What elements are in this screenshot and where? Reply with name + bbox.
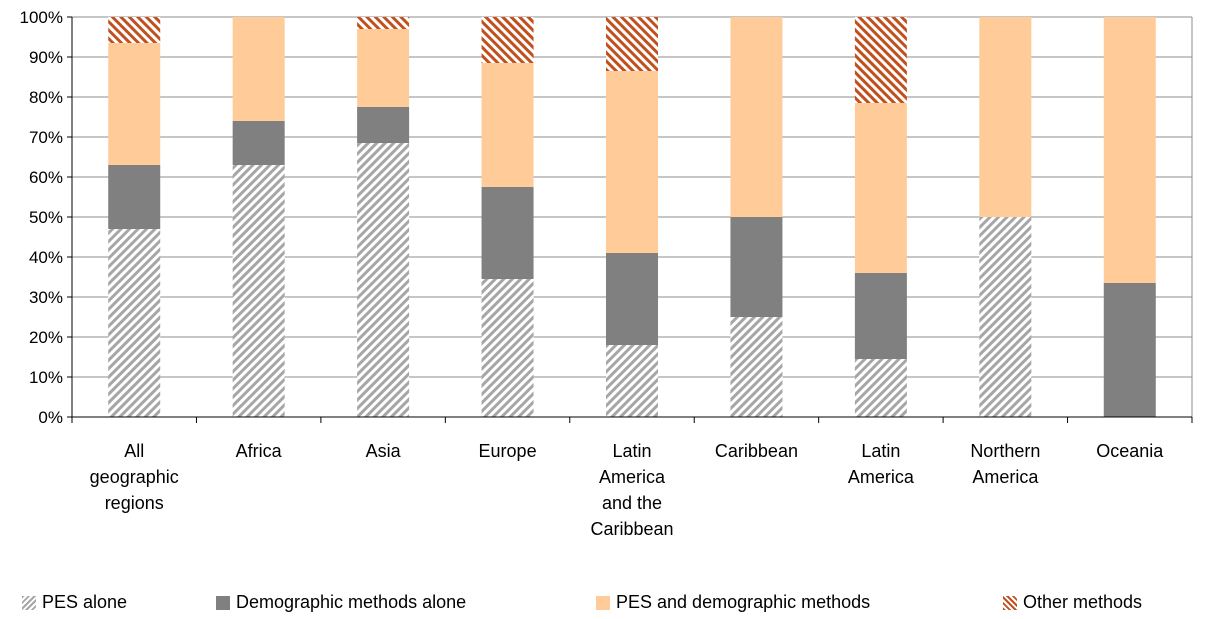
bar-segment [979,17,1032,217]
bar-segment [108,17,161,43]
bar-segment [232,17,285,121]
y-tick-label: 90% [29,48,63,67]
bar-segment [606,17,658,71]
bar-segment [357,143,410,417]
x-tick-label: Latin America [848,441,915,487]
bar-segment [606,71,658,253]
legend-swatch [216,595,230,610]
y-tick-label: 100% [20,8,63,27]
bar-segment [730,217,783,317]
x-tick-label: Asia [366,441,402,461]
legend: PES alone Demographic methods alone PES an… [0,592,1209,616]
bar-segment [1103,17,1156,283]
bar-segment [1103,283,1156,417]
legend-item: Other methods [1003,592,1142,613]
bar-segment [730,317,783,417]
bar-segment [481,17,534,63]
legend-label: Demographic methods alone [236,592,467,612]
x-tick-label: Latin America and the Caribbean [590,441,673,539]
bar-segment [481,63,534,187]
bar-segment [357,17,410,29]
x-tick-label: Northern America [970,441,1040,487]
bar-segment [357,29,410,107]
y-tick-label: 70% [29,128,63,147]
legend-label: PES and demographic methods [616,592,871,612]
y-tick-label: 10% [29,368,63,387]
y-tick-label: 30% [29,288,63,307]
legend-item: Demographic methods alone [216,592,466,613]
stacked-bar-chart: 0% 10% 20% 30% 40% 50% 60% 70% 80% 90% 100% All geog… [20,8,1193,539]
legend-label: Other methods [1023,592,1143,612]
bar-segment [854,103,907,273]
legend-swatch [22,595,36,610]
bar-segment [232,165,285,417]
bar-segment [730,17,783,217]
bar-segment [606,253,658,345]
bar-segment [979,217,1032,417]
y-tick-label: 80% [29,88,63,107]
legend-item: PES and demographic methods [596,592,870,613]
legend-swatch [1003,595,1017,610]
x-tick-label: All geographic regions [90,441,179,513]
y-tick-label: 20% [29,328,63,347]
y-tick-label: 40% [29,248,63,267]
bar-segment [854,17,907,103]
x-tick-label: Caribbean [715,441,798,461]
y-tick-label: 0% [38,408,63,427]
bar-segment [481,187,534,279]
bar-segment [606,345,658,417]
y-tick-label: 60% [29,168,63,187]
legend-swatch [596,595,610,610]
y-tick-label: 50% [29,208,63,227]
legend-label: PES alone [42,592,128,612]
x-tick-label: Africa [236,441,283,461]
bar-segment [854,359,907,417]
bar-segment [357,107,410,143]
x-tick-label: Oceania [1096,441,1164,461]
bar-segment [481,279,534,417]
x-tick-label: Europe [479,441,537,461]
bar-segment [108,43,161,165]
bar-segment [232,121,285,165]
legend-item: PES alone [22,592,127,613]
bar-segment [854,273,907,359]
bar-segment [108,229,161,417]
bar-segment [108,165,161,229]
